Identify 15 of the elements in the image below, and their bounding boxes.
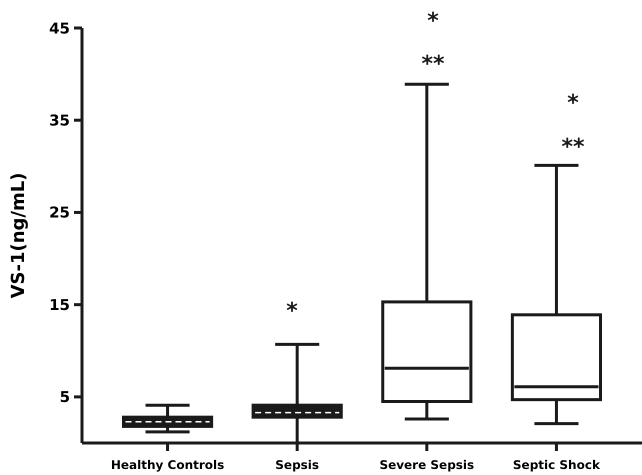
x-tick-label: Healthy Controls xyxy=(110,458,224,472)
y-tick-label: 25 xyxy=(49,204,70,222)
y-axis-title: VS-1(ng/mL) xyxy=(8,172,29,298)
annotation: ** xyxy=(421,52,445,77)
annotation: * xyxy=(286,299,298,324)
annotation: * xyxy=(427,9,440,34)
y-tick-label: 5 xyxy=(60,388,70,406)
annotation: * xyxy=(567,91,580,116)
x-tick-label: Severe Sepsis xyxy=(379,458,474,472)
x-tick-label: Sepsis xyxy=(275,458,320,472)
x-tick-label: Septic Shock xyxy=(512,458,601,472)
annotation: ** xyxy=(561,135,585,160)
y-tick-label: 45 xyxy=(49,19,70,38)
y-tick-label: 35 xyxy=(49,111,70,130)
y-tick-label: 15 xyxy=(49,296,70,314)
